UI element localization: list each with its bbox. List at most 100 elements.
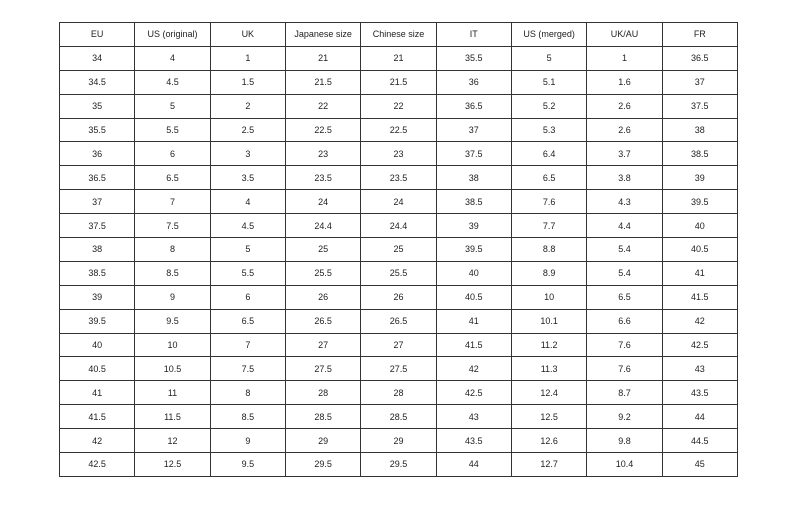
table-cell: 37	[58, 189, 136, 215]
column-header: US (merged)	[510, 22, 588, 47]
table-cell: 21	[284, 45, 362, 71]
table-cell: 12	[134, 428, 211, 454]
table-cell: 36	[435, 69, 512, 95]
table-cell: 24.4	[284, 213, 362, 239]
table-cell: 7.7	[510, 213, 588, 239]
table-cell: 12.6	[510, 428, 588, 454]
table-cell: 29	[360, 428, 437, 454]
table-cell: 36	[58, 141, 136, 167]
table-cell: 2.6	[586, 117, 663, 143]
table-cell: 27	[284, 332, 362, 358]
table-cell: 10.4	[586, 452, 663, 477]
table-cell: 42	[435, 356, 512, 382]
table-cell: 36.5	[58, 165, 136, 191]
table-row: 34.5 4.5 1.5 21.5 21.5 36 5.1 1.6 37	[58, 69, 739, 95]
table-cell: 40.5	[435, 284, 512, 310]
table-cell: 5	[134, 93, 211, 119]
table-cell: 5.4	[586, 260, 663, 286]
table-cell: 35.5	[435, 45, 512, 71]
table-cell: 12.5	[134, 452, 211, 477]
table-cell: 6.4	[510, 141, 588, 167]
table-cell: 40	[661, 213, 739, 239]
table-cell: 6.5	[134, 165, 211, 191]
table-cell: 5.3	[510, 117, 588, 143]
table-cell: 27.5	[284, 356, 362, 382]
table-cell: 39	[58, 284, 136, 310]
table-cell: 22	[284, 93, 362, 119]
table-cell: 41.5	[661, 284, 739, 310]
table-cell: 10	[510, 284, 588, 310]
table-cell: 8	[209, 380, 286, 406]
table-cell: 43	[661, 356, 739, 382]
table-cell: 39.5	[58, 308, 136, 334]
table-cell: 6.5	[209, 308, 286, 334]
table-cell: 26.5	[284, 308, 362, 334]
table-header: EU US (original) UK Japanese size Chinese si…	[58, 22, 739, 47]
table-cell: 29.5	[360, 452, 437, 477]
table-cell: 35	[58, 93, 136, 119]
table-cell: 25.5	[284, 260, 362, 286]
table-cell: 34.5	[58, 69, 136, 95]
column-header: IT	[435, 22, 512, 47]
table-cell: 8.7	[586, 380, 663, 406]
table-cell: 29	[284, 428, 362, 454]
table-cell: 21.5	[284, 69, 362, 95]
table-cell: 4.5	[209, 213, 286, 239]
table-cell: 9	[134, 284, 211, 310]
table-cell: 4.5	[134, 69, 211, 95]
table-cell: 37	[661, 69, 739, 95]
table-cell: 44	[661, 404, 739, 430]
table-cell: 37.5	[435, 141, 512, 167]
table-cell: 38.5	[661, 141, 739, 167]
table-row: 35.5 5.5 2.5 22.5 22.5 37 5.3 2.6 38	[58, 117, 739, 143]
table-cell: 42.5	[661, 332, 739, 358]
table-cell: 7.5	[134, 213, 211, 239]
table-cell: 43.5	[661, 380, 739, 406]
table-cell: 28	[284, 380, 362, 406]
table-cell: 24	[284, 189, 362, 215]
table-cell: 26.5	[360, 308, 437, 334]
table-cell: 22.5	[284, 117, 362, 143]
table-cell: 38.5	[435, 189, 512, 215]
table-cell: 12.4	[510, 380, 588, 406]
table-cell: 6.5	[586, 284, 663, 310]
table-row: 34 4 1 21 21 35.5 5 1 36.5	[58, 45, 739, 71]
table-row: 37 7 4 24 24 38.5 7.6 4.3 39.5	[58, 189, 739, 215]
table-cell: 25.5	[360, 260, 437, 286]
table-cell: 40.5	[58, 356, 136, 382]
table-cell: 11.2	[510, 332, 588, 358]
table-cell: 38	[661, 117, 739, 143]
table-cell: 45	[661, 452, 739, 477]
table-cell: 39.5	[661, 189, 739, 215]
table-cell: 44	[435, 452, 512, 477]
table-cell: 21.5	[360, 69, 437, 95]
table-cell: 4	[134, 45, 211, 71]
table-cell: 9	[209, 428, 286, 454]
table-cell: 9.2	[586, 404, 663, 430]
shoe-size-conversion-table: EU US (original) UK Japanese size Chinese si…	[58, 22, 739, 477]
table-cell: 10	[134, 332, 211, 358]
table-cell: 41.5	[58, 404, 136, 430]
table-cell: 39	[435, 213, 512, 239]
table-cell: 23.5	[360, 165, 437, 191]
table-cell: 1	[209, 45, 286, 71]
column-header: US (original)	[134, 22, 211, 47]
table-cell: 10.1	[510, 308, 588, 334]
column-header: UK/AU	[586, 22, 663, 47]
table-cell: 1.5	[209, 69, 286, 95]
table-row: 41 11 8 28 28 42.5 12.4 8.7 43.5	[58, 380, 739, 406]
table-row: 41.5 11.5 8.5 28.5 28.5 43 12.5 9.2 44	[58, 404, 739, 430]
table-cell: 3.7	[586, 141, 663, 167]
table-cell: 2.5	[209, 117, 286, 143]
table-cell: 40	[435, 260, 512, 286]
table-cell: 7	[209, 332, 286, 358]
table-cell: 37	[435, 117, 512, 143]
table-cell: 38	[435, 165, 512, 191]
table-cell: 26	[360, 284, 437, 310]
table-cell: 10.5	[134, 356, 211, 382]
table-cell: 9.8	[586, 428, 663, 454]
table-cell: 37.5	[58, 213, 136, 239]
table-cell: 6.6	[586, 308, 663, 334]
table-cell: 11.3	[510, 356, 588, 382]
table-row: 42 12 9 29 29 43.5 12.6 9.8 44.5	[58, 428, 739, 454]
